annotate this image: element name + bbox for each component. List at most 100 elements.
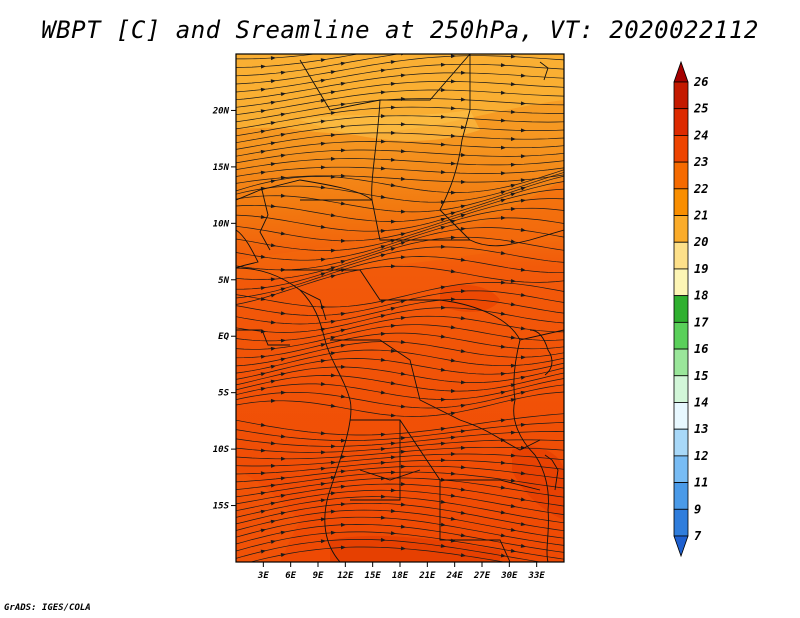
streamline-arrow: [260, 109, 266, 114]
colorbar-label: 9: [694, 502, 701, 516]
streamline-arrow: [260, 254, 266, 259]
colorbar-label: 25: [693, 102, 708, 116]
colorbar-label: 15: [694, 369, 708, 383]
streamline-arrow: [510, 504, 516, 508]
streamline-arrow: [270, 141, 276, 146]
streamline-arrow: [280, 70, 286, 75]
streamline-arrow: [260, 448, 266, 453]
streamline-arrow: [461, 22, 466, 26]
streamline-arrow: [500, 215, 506, 220]
streamline-arrow: [440, 334, 446, 339]
streamline-arrow: [460, 465, 466, 470]
streamline: [236, 358, 564, 380]
colorbar-label: 13: [694, 422, 708, 436]
streamline-arrow: [270, 379, 276, 384]
streamlines: [236, 54, 564, 562]
streamline-arrow: [450, 190, 456, 195]
streamline-arrow: [460, 553, 466, 558]
streamline-arrow: [460, 70, 466, 75]
lat-tick-label: EQ: [218, 332, 229, 342]
streamline-arrow: [340, 522, 346, 527]
streamline-arrow: [440, 543, 446, 548]
colorbar-label: 24: [693, 128, 708, 142]
streamline-arrow: [340, 502, 346, 507]
streamline-arrow: [340, 238, 346, 243]
streamline: [236, 384, 564, 409]
lon-tick-label: 24E: [446, 571, 464, 581]
streamline-arrow: [450, 411, 456, 416]
lon-tick-label: 27E: [473, 571, 491, 581]
streamline-arrow: [450, 79, 456, 84]
streamline-arrow: [260, 387, 266, 391]
colorbar-label: 20: [693, 235, 708, 249]
streamline-arrow: [520, 355, 526, 360]
streamline-arrow: [510, 192, 516, 197]
streamline-arrow: [280, 476, 286, 481]
streamline-arrow: [380, 229, 386, 234]
streamline: [236, 509, 564, 539]
streamline-arrow: [270, 364, 276, 369]
streamline-arrow: [320, 78, 326, 83]
streamline: [236, 115, 564, 137]
streamline-arrow: [270, 519, 276, 524]
streamline-arrow: [280, 175, 286, 180]
streamline-arrow: [340, 484, 346, 489]
streamline-arrow: [280, 511, 286, 516]
colorbar-segment: [673, 295, 689, 323]
streamline-arrow: [380, 166, 386, 171]
colorbar-segment: [673, 402, 689, 430]
streamline-arrow: [450, 219, 456, 224]
streamline-arrow: [330, 444, 336, 449]
lat-tick-label: 10N: [213, 219, 230, 229]
streamline-arrow: [510, 278, 516, 283]
streamline-arrow: [390, 413, 396, 418]
streamline-arrow: [390, 247, 396, 251]
streamline-arrow: [340, 61, 346, 66]
streamline-arrow: [330, 475, 336, 480]
streamline-arrow: [390, 60, 396, 65]
streamline-arrow: [280, 338, 286, 343]
colorbar-label: 26: [693, 75, 708, 89]
streamline-arrow: [460, 533, 466, 538]
streamline-arrow: [340, 328, 346, 333]
streamline-arrow: [390, 157, 396, 162]
streamline: [236, 63, 564, 93]
streamline-arrow: [450, 269, 456, 274]
streamline-arrow: [520, 101, 526, 106]
colorbar-label: 11: [694, 476, 708, 490]
streamline-arrow: [270, 441, 276, 446]
streamline-arrow: [320, 359, 326, 364]
colorbar-segment: [673, 81, 689, 110]
streamline-arrow: [270, 79, 276, 84]
colorbar-segment: [673, 482, 689, 510]
streamline-arrow: [380, 357, 386, 362]
streamline-arrow: [280, 493, 286, 498]
streamline: [236, 158, 564, 170]
streamline-arrow: [320, 539, 326, 544]
streamline-arrow: [390, 381, 396, 386]
streamline-arrow: [520, 522, 526, 527]
streamline: [236, 332, 564, 359]
streamline-arrow: [281, 47, 286, 51]
streamline: [249, 546, 507, 562]
streamline-arrow: [500, 460, 506, 465]
streamline-arrow: [460, 152, 466, 157]
lon-tick-label: 9E: [313, 571, 324, 581]
streamline-arrow: [340, 394, 346, 399]
colorbar-label: 14: [694, 395, 708, 409]
streamline-arrow: [260, 422, 266, 427]
streamline: [236, 106, 564, 130]
streamline-arrow: [330, 460, 336, 465]
streamline-arrow: [270, 398, 276, 403]
streamline-arrow: [260, 372, 266, 377]
streamline: [236, 516, 564, 546]
streamline-arrow: [500, 510, 506, 515]
streamline: [236, 366, 564, 386]
streamline-arrow: [500, 533, 506, 538]
streamline-arrow: [340, 364, 346, 369]
streamline-arrow: [270, 320, 276, 325]
streamline-arrow: [510, 548, 516, 553]
streamline-arrow: [440, 62, 446, 67]
streamline-arrow: [460, 380, 466, 385]
streamline-arrow: [520, 227, 526, 232]
